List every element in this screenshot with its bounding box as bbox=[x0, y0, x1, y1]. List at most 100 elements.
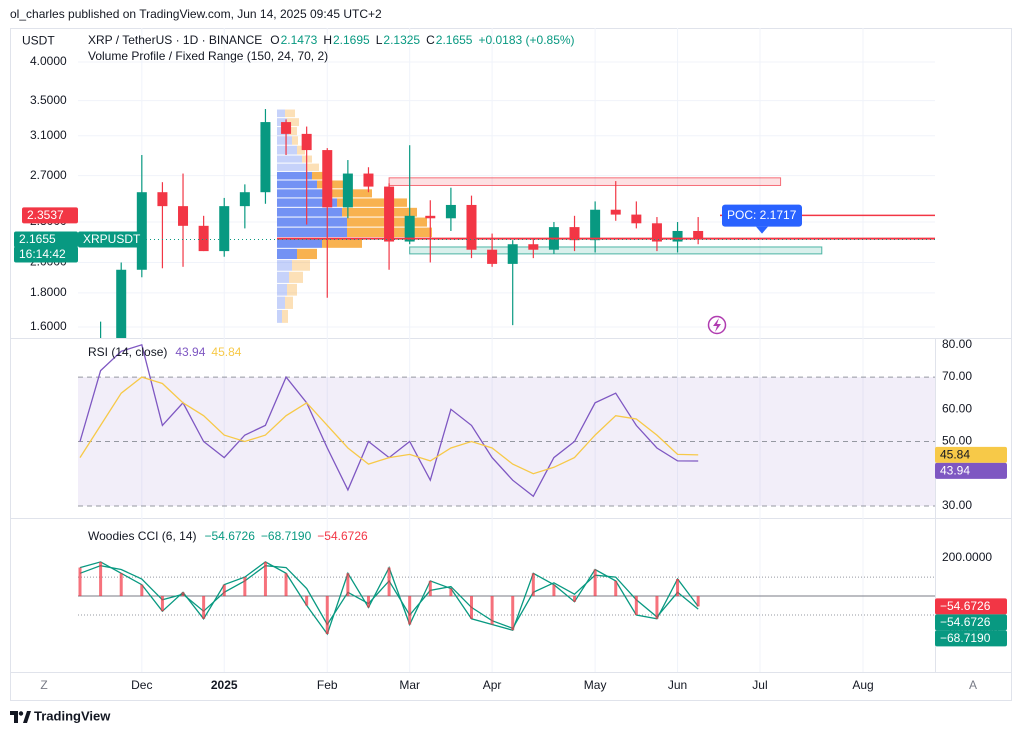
grid-layer bbox=[78, 28, 935, 672]
volume-up-bar bbox=[277, 283, 287, 296]
histogram-bar bbox=[284, 573, 288, 597]
histogram-bar bbox=[655, 596, 659, 619]
candle-body bbox=[672, 230, 683, 242]
y-tick-label: 200.0000 bbox=[942, 550, 992, 564]
poc-label: POC: 2.1717 bbox=[722, 204, 802, 234]
legend-value: 43.94 bbox=[175, 345, 205, 359]
symbol-label: XRPUSDT bbox=[83, 232, 141, 246]
histogram-bar bbox=[160, 596, 164, 612]
price-line-label: 2.3537 bbox=[27, 208, 64, 222]
y-tick-label: 80.00 bbox=[942, 337, 972, 351]
histogram-bar bbox=[140, 584, 144, 597]
symbol-label-box bbox=[78, 231, 140, 248]
candle-body bbox=[116, 269, 127, 338]
candle-body bbox=[384, 186, 395, 242]
histogram-bar bbox=[614, 580, 618, 597]
axis-value-badge-box bbox=[935, 598, 1007, 615]
axis-value-badge-box bbox=[935, 446, 1007, 463]
volume-down-bar bbox=[342, 207, 417, 217]
volume-up-bar bbox=[277, 248, 297, 260]
price-tick-label: 2.7000 bbox=[30, 168, 67, 182]
histogram-bar bbox=[696, 596, 700, 607]
ohlc-label: L bbox=[376, 33, 383, 47]
volume-down-bar bbox=[312, 171, 327, 180]
candle-body bbox=[651, 223, 662, 242]
price-tick-label: 3.1000 bbox=[30, 128, 67, 142]
candle-body bbox=[198, 225, 209, 252]
pane-title: RSI (14, close) bbox=[88, 345, 167, 359]
y-tick-label: 60.00 bbox=[942, 401, 972, 415]
publish-header: ol_charles published on TradingView.com,… bbox=[10, 7, 382, 21]
ohlc-value: 2.1325 bbox=[383, 33, 420, 47]
volume-down-bar bbox=[287, 118, 299, 127]
volume-up-bar bbox=[277, 309, 282, 323]
axis-value-badge: −54.6726 bbox=[940, 599, 991, 613]
candle-body bbox=[281, 122, 292, 134]
alert-icon[interactable] bbox=[707, 315, 727, 335]
histogram-bar bbox=[511, 596, 515, 631]
logo-mark bbox=[23, 711, 31, 723]
time-label: Mar bbox=[399, 678, 420, 692]
time-label: Aug bbox=[852, 678, 873, 692]
histogram-bar bbox=[78, 567, 82, 597]
candle-body bbox=[507, 244, 518, 264]
ohlc-value: 2.1695 bbox=[333, 33, 370, 47]
volume-down-bar bbox=[292, 136, 298, 145]
countdown-label: 16:14:42 bbox=[19, 247, 66, 261]
price-line-label-box bbox=[22, 207, 78, 224]
volume-down-bar bbox=[297, 145, 305, 155]
candle-body bbox=[301, 133, 312, 151]
countdown-label-box bbox=[14, 246, 78, 263]
candle-body bbox=[693, 230, 704, 240]
histogram-bar bbox=[99, 561, 103, 597]
currency-label[interactable]: USDT bbox=[22, 34, 55, 48]
currency-button[interactable] bbox=[16, 31, 62, 51]
last-price-label-box bbox=[14, 231, 78, 248]
footer-brand: TradingView bbox=[34, 708, 111, 723]
histogram-bar bbox=[428, 580, 432, 597]
histogram-bar bbox=[470, 596, 473, 619]
ohlc-label: H bbox=[323, 33, 332, 47]
ohlc-value: 2.1473 bbox=[281, 33, 318, 47]
volume-up-bar bbox=[277, 227, 347, 238]
candle-body bbox=[342, 173, 353, 208]
volume-down-bar bbox=[292, 260, 310, 271]
candle-body bbox=[466, 204, 477, 250]
axis-value-badge: 43.94 bbox=[940, 464, 970, 478]
legend-value: −54.6726 bbox=[317, 529, 368, 543]
poc-label-text: POC: 2.1717 bbox=[727, 208, 797, 222]
histogram-bar bbox=[449, 588, 453, 597]
volume-up-bar bbox=[277, 207, 342, 217]
y-tick-label: 50.00 bbox=[942, 434, 972, 448]
volume-up-bar bbox=[277, 163, 307, 171]
axis-value-badge-box bbox=[935, 630, 1007, 647]
pane-title: Woodies CCI (6, 14) bbox=[88, 529, 197, 543]
volume-up-bar bbox=[277, 109, 285, 118]
chart-frame bbox=[10, 28, 1012, 701]
price-tick-label: 3.5000 bbox=[30, 93, 67, 107]
logo-mark bbox=[18, 711, 24, 716]
ohlc-label: O bbox=[270, 33, 279, 47]
histogram-bar bbox=[263, 561, 267, 597]
scale-button[interactable]: Z bbox=[40, 678, 47, 692]
volume-up-bar bbox=[277, 155, 302, 163]
volume-down-bar bbox=[337, 198, 407, 207]
candle-body bbox=[445, 204, 456, 219]
y-tick-label: 70.00 bbox=[942, 369, 972, 383]
histogram-bar bbox=[305, 596, 309, 606]
volume-down-bar bbox=[289, 127, 297, 136]
volume-up-bar bbox=[277, 217, 347, 227]
time-label: Jul bbox=[752, 678, 767, 692]
volume-down-bar bbox=[297, 248, 317, 260]
scale-button[interactable]: A bbox=[969, 678, 977, 692]
volume-down-bar bbox=[322, 238, 362, 248]
candle-body bbox=[590, 209, 601, 241]
candle-body bbox=[487, 249, 498, 264]
time-label: May bbox=[584, 678, 607, 692]
ohlc-label: C bbox=[426, 33, 435, 47]
series-line bbox=[79, 376, 699, 475]
candle-body bbox=[631, 214, 642, 224]
axis-value-badge: −54.6726 bbox=[940, 615, 991, 629]
rsi-pane bbox=[78, 343, 935, 507]
